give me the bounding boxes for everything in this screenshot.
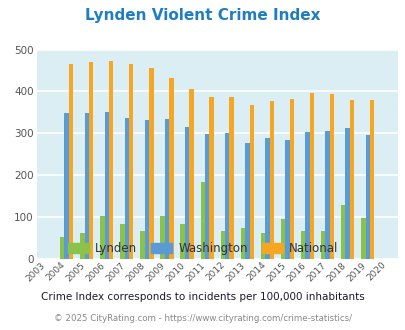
- Bar: [109, 61, 113, 259]
- Text: Lynden Violent Crime Index: Lynden Violent Crime Index: [85, 8, 320, 23]
- Bar: [249, 105, 253, 259]
- Text: Crime Index corresponds to incidents per 100,000 inhabitants: Crime Index corresponds to incidents per…: [41, 292, 364, 302]
- Bar: [285, 140, 289, 259]
- Bar: [205, 134, 209, 259]
- Bar: [180, 224, 184, 259]
- Bar: [164, 119, 169, 259]
- Legend: Lynden, Washington, National: Lynden, Washington, National: [63, 237, 342, 260]
- Bar: [80, 233, 84, 259]
- Bar: [364, 135, 369, 259]
- Bar: [329, 94, 333, 259]
- Bar: [64, 113, 69, 259]
- Bar: [369, 100, 373, 259]
- Bar: [320, 231, 325, 259]
- Bar: [245, 143, 249, 259]
- Bar: [224, 133, 229, 259]
- Bar: [84, 113, 89, 259]
- Bar: [340, 205, 345, 259]
- Bar: [289, 99, 293, 259]
- Bar: [129, 64, 133, 259]
- Bar: [124, 118, 129, 259]
- Bar: [184, 127, 189, 259]
- Bar: [360, 218, 364, 259]
- Text: © 2025 CityRating.com - https://www.cityrating.com/crime-statistics/: © 2025 CityRating.com - https://www.city…: [54, 314, 351, 323]
- Bar: [60, 237, 64, 259]
- Bar: [69, 64, 73, 259]
- Bar: [280, 219, 285, 259]
- Bar: [325, 131, 329, 259]
- Bar: [200, 182, 205, 259]
- Bar: [260, 233, 264, 259]
- Bar: [349, 100, 354, 259]
- Bar: [149, 68, 153, 259]
- Bar: [189, 89, 193, 259]
- Bar: [169, 78, 173, 259]
- Bar: [160, 216, 164, 259]
- Bar: [100, 216, 104, 259]
- Bar: [89, 62, 93, 259]
- Bar: [220, 231, 224, 259]
- Bar: [269, 101, 273, 259]
- Bar: [229, 97, 233, 259]
- Bar: [240, 228, 245, 259]
- Bar: [104, 112, 109, 259]
- Bar: [145, 120, 149, 259]
- Bar: [120, 224, 124, 259]
- Bar: [209, 97, 213, 259]
- Bar: [345, 128, 349, 259]
- Bar: [300, 231, 305, 259]
- Bar: [309, 93, 313, 259]
- Bar: [140, 231, 145, 259]
- Bar: [305, 132, 309, 259]
- Bar: [264, 138, 269, 259]
